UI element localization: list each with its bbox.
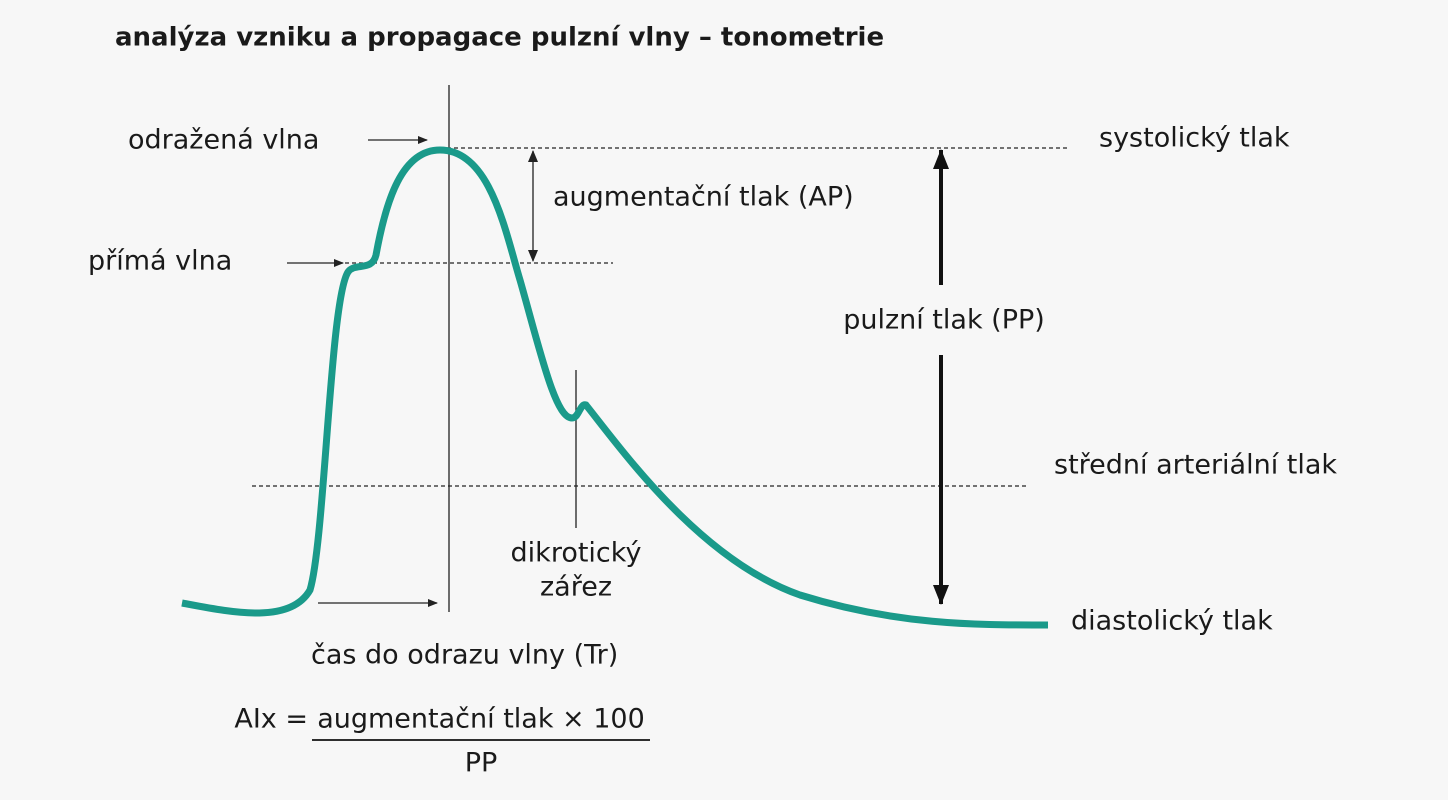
label: čas do odrazu vlny (Tr) bbox=[311, 640, 618, 671]
label: diastolický tlak bbox=[1071, 606, 1273, 637]
label: dikrotický bbox=[511, 538, 642, 569]
label: odražená vlna bbox=[128, 125, 319, 156]
label: zářez bbox=[540, 572, 612, 603]
label: střední arteriální tlak bbox=[1054, 450, 1337, 481]
title: analýza vzniku a propagace pulzní vlny –… bbox=[115, 23, 884, 53]
label: augmentační tlak (AP) bbox=[553, 182, 854, 213]
formula-numerator: augmentační tlak × 100 bbox=[317, 704, 645, 735]
label: pulzní tlak (PP) bbox=[843, 305, 1045, 336]
label: systolický tlak bbox=[1099, 123, 1290, 154]
pulse-wave bbox=[181, 146, 1049, 629]
formula-lhs: AIx = bbox=[234, 704, 308, 735]
label: přímá vlna bbox=[88, 246, 232, 277]
formula-denominator: PP bbox=[465, 748, 498, 779]
